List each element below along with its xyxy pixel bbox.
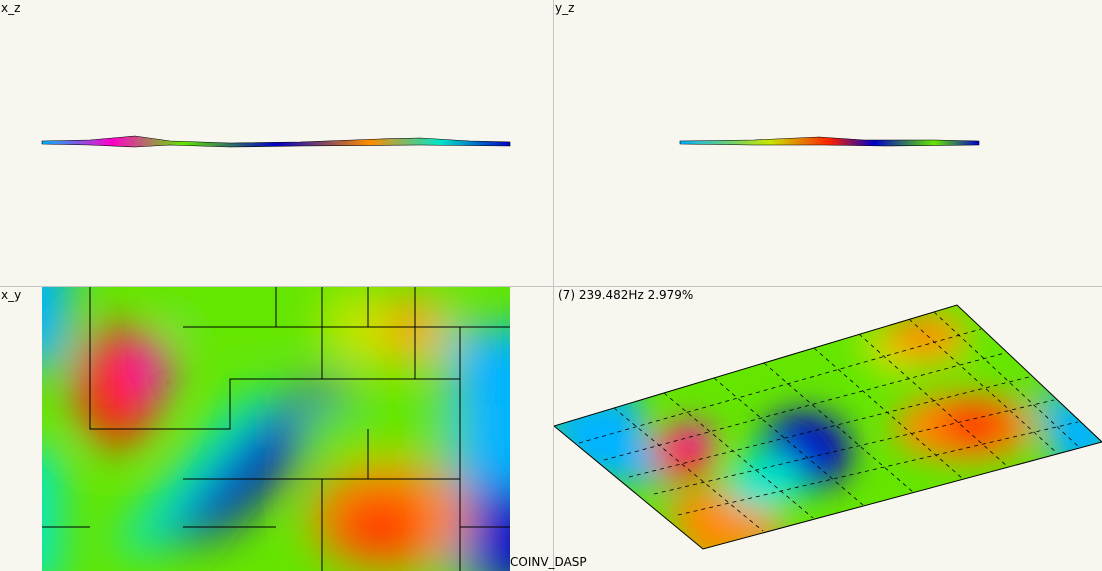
viewport-divider-vertical[interactable] (553, 0, 554, 571)
viewport-x-z[interactable]: x_z (0, 0, 553, 286)
plate-outline (554, 304, 1102, 550)
plate-profile-x-z (41, 135, 511, 148)
model-name-label: COINV_DASP (510, 555, 587, 569)
viewport-y-z[interactable]: y_z (554, 0, 1102, 286)
view-label: y_z (555, 1, 575, 15)
isometric-view (554, 304, 1102, 550)
top-view-x-y (42, 287, 510, 571)
side-view-y-z (679, 136, 980, 147)
viewport-x-y[interactable]: x_y (0, 287, 553, 571)
mesh-grid-3d (578, 311, 1081, 532)
side-view-x-z (41, 135, 511, 148)
mesh-lines (42, 287, 510, 571)
mode-shape-contour-x-y (42, 287, 510, 571)
mode-frequency-label: (7) 239.482Hz 2.979% (558, 288, 694, 302)
view-label: x_z (1, 1, 21, 15)
viewport-divider-horizontal[interactable] (0, 286, 1102, 287)
view-label: x_y (1, 288, 22, 302)
mode-shape-contour-3d (554, 305, 1102, 549)
plate-profile-y-z (679, 136, 980, 147)
viewport-isometric[interactable]: (7) 239.482Hz 2.979% (554, 287, 1102, 571)
